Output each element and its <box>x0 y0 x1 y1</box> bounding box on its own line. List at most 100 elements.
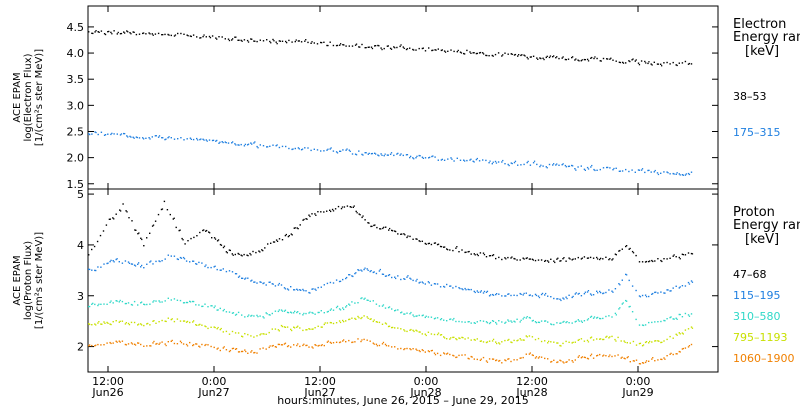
data-point <box>631 285 634 287</box>
data-point <box>231 312 234 314</box>
data-point <box>504 322 506 324</box>
data-point <box>520 164 522 166</box>
data-point <box>415 348 417 350</box>
data-point <box>103 263 105 265</box>
data-point <box>539 165 541 168</box>
data-point <box>110 342 112 345</box>
data-point <box>449 338 451 340</box>
data-point <box>517 164 519 166</box>
data-point <box>443 352 445 354</box>
data-point <box>565 59 567 61</box>
data-point <box>606 335 608 337</box>
data-point <box>455 285 457 288</box>
data-point <box>145 33 147 35</box>
data-point <box>382 273 385 275</box>
data-point <box>679 174 681 176</box>
data-point <box>229 349 232 352</box>
data-point <box>291 234 293 236</box>
data-point <box>287 235 290 238</box>
data-point <box>262 40 265 42</box>
data-point <box>625 62 627 64</box>
data-point <box>354 153 357 155</box>
data-point <box>666 289 668 291</box>
data-point <box>428 351 430 353</box>
data-point <box>234 348 237 350</box>
data-point <box>565 340 567 343</box>
data-point <box>510 320 512 322</box>
data-point <box>144 304 146 306</box>
data-point <box>378 270 381 272</box>
data-point <box>299 345 301 348</box>
data-point <box>174 34 177 36</box>
data-point <box>647 62 649 65</box>
data-point <box>220 244 223 246</box>
data-point <box>528 258 531 260</box>
data-point <box>608 355 610 358</box>
data-point <box>115 300 117 302</box>
data-point <box>365 152 367 154</box>
data-point <box>467 357 469 360</box>
data-point <box>421 314 423 317</box>
data-point <box>538 321 541 324</box>
data-point <box>151 136 153 138</box>
data-point <box>296 311 298 314</box>
data-point <box>399 154 401 156</box>
data-point <box>208 35 211 38</box>
data-point <box>391 229 393 232</box>
data-point <box>602 355 604 357</box>
data-point <box>303 218 305 221</box>
data-point <box>247 41 250 43</box>
data-point <box>306 344 308 346</box>
data-point <box>106 342 108 344</box>
data-point <box>547 358 549 360</box>
data-point <box>443 319 445 321</box>
data-point <box>91 133 93 135</box>
data-point <box>609 258 611 260</box>
data-point <box>215 37 217 39</box>
data-point <box>635 359 638 361</box>
data-point <box>681 62 684 64</box>
data-point <box>97 343 99 346</box>
data-point <box>406 330 408 333</box>
data-point <box>550 323 552 325</box>
data-point <box>470 339 472 341</box>
data-point <box>364 219 366 221</box>
data-point <box>416 349 418 351</box>
data-point <box>522 294 524 296</box>
data-point <box>614 253 617 255</box>
data-point <box>574 321 576 323</box>
data-point <box>262 333 264 335</box>
data-point <box>638 64 641 66</box>
data-point <box>126 211 128 213</box>
data-point <box>450 49 452 51</box>
data-point <box>455 247 457 249</box>
data-point <box>586 339 589 342</box>
data-point <box>480 340 482 342</box>
data-point <box>590 315 593 317</box>
data-point <box>119 341 121 343</box>
data-point <box>167 33 169 36</box>
data-point <box>387 154 389 156</box>
data-point <box>516 359 518 361</box>
data-point <box>534 259 537 262</box>
data-point <box>370 225 372 228</box>
data-point <box>225 270 228 273</box>
data-point <box>259 39 261 41</box>
data-point <box>354 317 356 320</box>
series-points <box>88 254 694 302</box>
data-point <box>558 164 560 166</box>
data-point <box>283 310 286 312</box>
data-point <box>504 359 506 361</box>
data-point <box>274 328 277 330</box>
data-point <box>511 321 513 323</box>
data-point <box>648 61 650 63</box>
data-point <box>203 34 205 36</box>
data-point <box>111 33 113 35</box>
data-point <box>682 333 684 335</box>
data-point <box>311 346 313 348</box>
data-point <box>444 51 447 53</box>
data-point <box>571 342 573 344</box>
data-point <box>92 32 94 35</box>
data-point <box>112 321 114 323</box>
